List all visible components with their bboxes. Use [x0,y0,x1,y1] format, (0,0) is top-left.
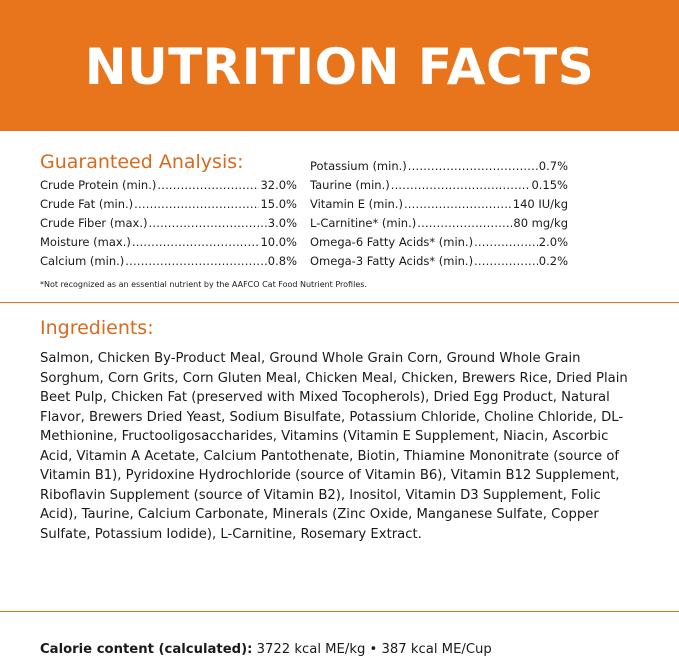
nutrient-name: Omega-3 Fatty Acids* (min.) [310,254,474,268]
aafco-footnote: *Not recognized as an essential nutrient… [40,280,367,289]
analysis-left-column: Crude Protein (min.) 32.0% Crude Fat (min… [40,176,297,271]
nutrient-value: 15.0% [260,197,297,211]
analysis-row: Moisture (max.) 10.0% [40,233,297,252]
analysis-row: Crude Fiber (max.) 3.0% [40,214,297,233]
analysis-row: Omega-6 Fatty Acids* (min.) 2.0% [310,233,568,252]
nutrient-value: 80 mg/kg [513,216,568,230]
nutrient-name: Crude Protein (min.) [40,178,157,192]
nutrition-facts-banner: NUTRITION FACTS [0,0,679,131]
calorie-content: Calorie content (calculated): 3722 kcal … [40,642,492,657]
nutrient-name: Moisture (max.) [40,235,131,249]
ingredients-heading: Ingredients: [40,317,154,339]
nutrient-name: Crude Fiber (max.) [40,216,148,230]
ingredients-list: Salmon, Chicken By-Product Meal, Ground … [40,351,628,542]
analysis-row: Calcium (min.) 0.8% [40,252,297,271]
nutrient-name: L-Carnitine* (min.) [310,216,417,230]
nutrient-value: 0.7% [538,159,568,173]
nutrient-name: Potassium (min.) [310,159,407,173]
analysis-row: Potassium (min.) 0.7% [310,157,568,176]
analysis-row: Vitamin E (min.) 140 IU/kg [310,195,568,214]
nutrient-value: 2.0% [538,235,568,249]
analysis-row: Crude Fat (min.) 15.0% [40,195,297,214]
nutrient-name: Vitamin E (min.) [310,197,403,211]
nutrient-value: 0.8% [267,254,297,268]
nutrient-value: 3.0% [267,216,297,230]
guaranteed-analysis-heading: Guaranteed Analysis: [40,151,244,173]
analysis-row: Crude Protein (min.) 32.0% [40,176,297,195]
nutrient-value: 0.2% [538,254,568,268]
nutrient-value: 140 IU/kg [512,197,568,211]
analysis-right-column: Potassium (min.) 0.7% Taurine (min.) 0.15%… [310,157,568,271]
nutrient-name: Omega-6 Fatty Acids* (min.) [310,235,474,249]
analysis-row: Taurine (min.) 0.15% [310,176,568,195]
nutrient-name: Calcium (min.) [40,254,125,268]
section-divider [0,302,679,303]
nutrient-value: 0.15% [531,178,568,192]
calorie-label: Calorie content (calculated): [40,642,253,657]
banner-title: NUTRITION FACTS [84,37,595,96]
analysis-row: L-Carnitine* (min.) 80 mg/kg [310,214,568,233]
section-divider [0,611,679,612]
nutrient-name: Taurine (min.) [310,178,390,192]
nutrient-value: 10.0% [260,235,297,249]
nutrient-value: 32.0% [260,178,297,192]
calorie-value: 3722 kcal ME/kg • 387 kcal ME/Cup [252,642,492,657]
nutrient-name: Crude Fat (min.) [40,197,134,211]
analysis-row: Omega-3 Fatty Acids* (min.) 0.2% [310,252,568,271]
